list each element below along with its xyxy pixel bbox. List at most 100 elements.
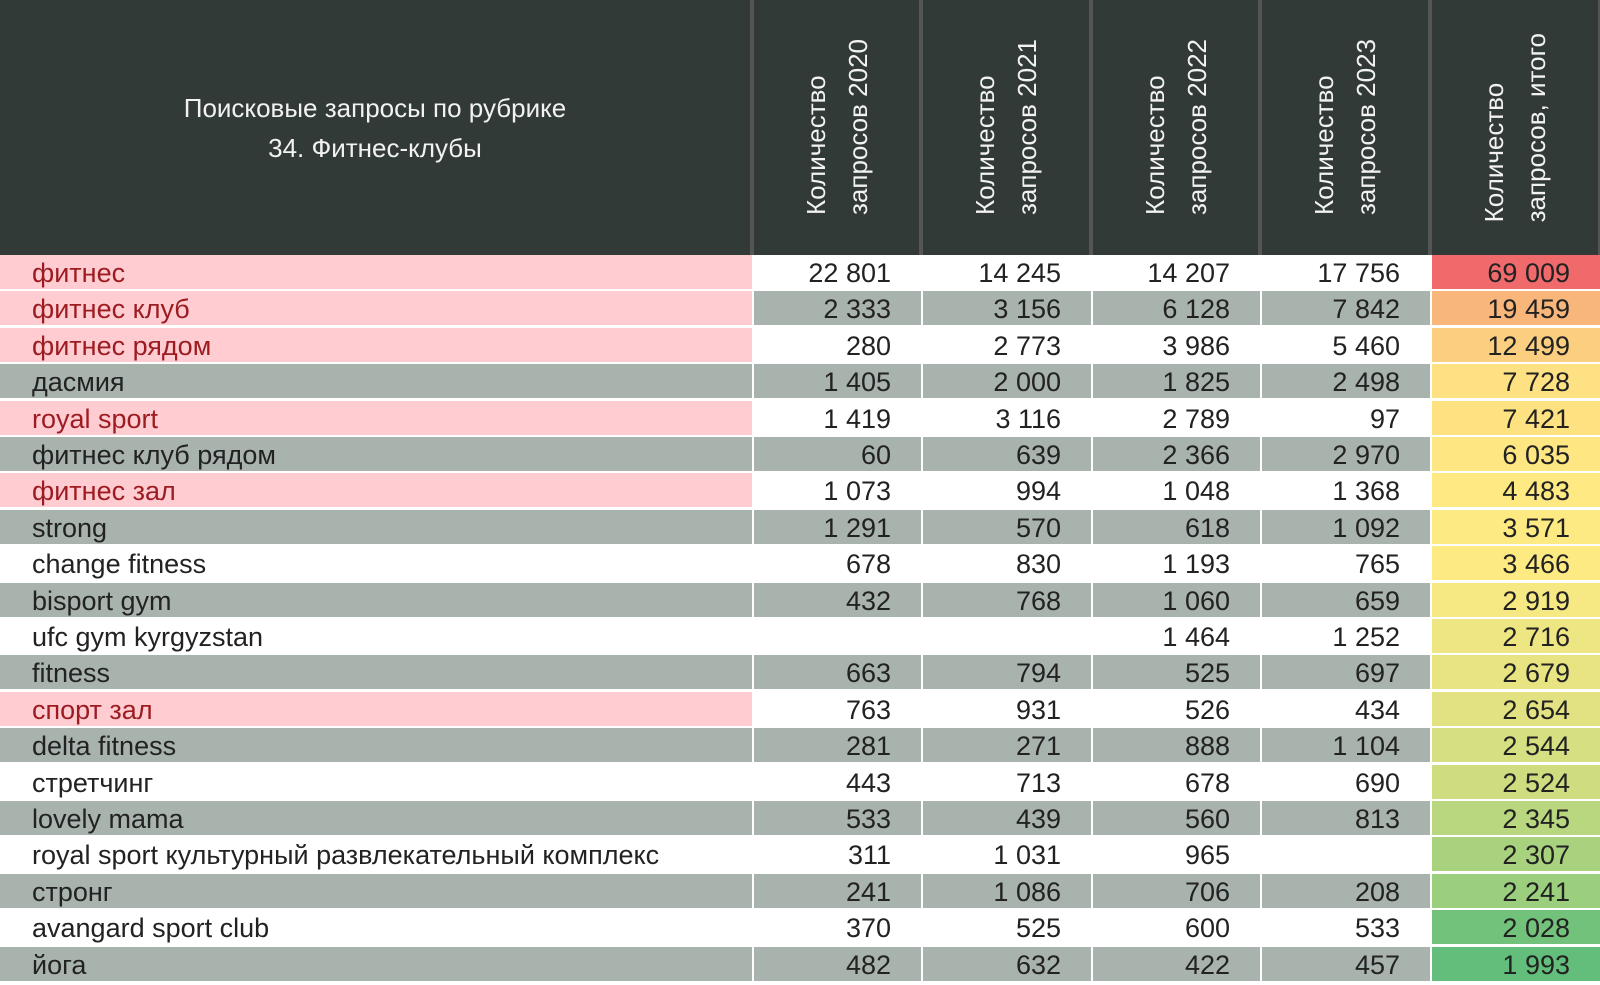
value-cell: 533 — [752, 801, 921, 835]
column-header-line: запросов 2023 — [1351, 39, 1381, 216]
value-cell: 1 291 — [752, 509, 921, 544]
value-cell: 1 031 — [921, 837, 1091, 872]
row-label: фитнес рядом — [0, 327, 752, 362]
table-row: royal sport 1 419 3 116 2 789 97 7 421 — [0, 400, 1600, 437]
value-cell: 1 419 — [752, 400, 921, 435]
value-cell: 1 252 — [1260, 619, 1430, 653]
value-cell: 1 092 — [1260, 509, 1430, 544]
header-title: Поисковые запросы по рубрике 34. Фитнес-… — [0, 0, 752, 255]
table-row: фитнес 22 801 14 245 14 207 17 756 69 009 — [0, 255, 1600, 291]
column-header: Количество запросов, итого — [1430, 0, 1600, 255]
row-label: фитнес клуб рядом — [0, 437, 752, 471]
column-header-line: запросов, итого — [1521, 32, 1551, 223]
value-cell: 965 — [1091, 837, 1260, 872]
column-header: Количество запросов 2020 — [752, 0, 921, 255]
value-cell: 1 086 — [921, 873, 1091, 908]
value-cell: 525 — [1091, 655, 1260, 690]
total-cell: 3 571 — [1430, 509, 1600, 544]
row-label: bisport gym — [0, 582, 752, 617]
row-label: фитнес клуб — [0, 291, 752, 326]
row-label: strong — [0, 509, 752, 544]
value-cell: 813 — [1260, 801, 1430, 835]
column-header-text: Количество запросов 2022 — [1134, 39, 1218, 215]
column-header: Количество запросов 2022 — [1091, 0, 1260, 255]
column-header: Количество запросов 2021 — [921, 0, 1091, 255]
value-cell — [752, 619, 921, 653]
table-row: фитнес рядом 280 2 773 3 986 5 460 12 499 — [0, 327, 1600, 364]
value-cell — [1260, 837, 1430, 872]
value-cell: 434 — [1260, 691, 1430, 726]
title-line: Поисковые запросы по рубрике — [183, 92, 567, 123]
total-cell: 2 241 — [1430, 873, 1600, 908]
value-cell: 533 — [1260, 910, 1430, 945]
total-cell: 7 728 — [1430, 364, 1600, 399]
total-cell: 2 654 — [1430, 691, 1600, 726]
total-cell: 2 679 — [1430, 655, 1600, 690]
value-cell: 706 — [1091, 873, 1260, 908]
value-cell: 1 405 — [752, 364, 921, 399]
row-label: фитнес зал — [0, 473, 752, 508]
value-cell: 560 — [1091, 801, 1260, 835]
value-cell: 994 — [921, 473, 1091, 508]
row-label: royal sport культурный развлекательный к… — [0, 837, 752, 872]
value-cell: 618 — [1091, 509, 1260, 544]
value-cell: 432 — [752, 582, 921, 617]
value-cell: 14 245 — [921, 255, 1091, 289]
value-cell — [921, 619, 1091, 653]
total-cell: 3 466 — [1430, 546, 1600, 581]
column-header-line: Количество — [970, 75, 1000, 216]
table-row: спорт зал 763 931 526 434 2 654 — [0, 691, 1600, 728]
row-label: royal sport — [0, 400, 752, 435]
value-cell: 208 — [1260, 873, 1430, 908]
value-cell: 281 — [752, 728, 921, 763]
value-cell: 765 — [1260, 546, 1430, 581]
value-cell: 241 — [752, 873, 921, 908]
value-cell: 2 000 — [921, 364, 1091, 399]
table-row: фитнес клуб 2 333 3 156 6 128 7 842 19 459 — [0, 291, 1600, 327]
total-cell: 12 499 — [1430, 327, 1600, 362]
value-cell: 1 073 — [752, 473, 921, 508]
table-row: bisport gym 432 768 1 060 659 2 919 — [0, 582, 1600, 619]
value-cell: 1 825 — [1091, 364, 1260, 399]
value-cell: 768 — [921, 582, 1091, 617]
total-cell: 2 544 — [1430, 728, 1600, 763]
value-cell: 2 333 — [752, 291, 921, 326]
row-label: дасмия — [0, 364, 752, 399]
value-cell: 482 — [752, 946, 921, 981]
total-cell: 6 035 — [1430, 437, 1600, 471]
value-cell: 311 — [752, 837, 921, 872]
table-row: йога 482 632 422 457 1 993 — [0, 946, 1600, 983]
value-cell: 14 207 — [1091, 255, 1260, 289]
row-label: delta fitness — [0, 728, 752, 763]
value-cell: 1 060 — [1091, 582, 1260, 617]
table-row: delta fitness 281 271 888 1 104 2 544 — [0, 728, 1600, 764]
value-cell: 271 — [921, 728, 1091, 763]
total-cell: 69 009 — [1430, 255, 1600, 289]
column-header-line: запросов 2020 — [842, 39, 873, 216]
row-label: fitness — [0, 655, 752, 690]
value-cell: 2 970 — [1260, 437, 1430, 471]
column-header-line: Количество — [1309, 75, 1339, 216]
value-cell: 422 — [1091, 946, 1260, 981]
table-row: фитнес зал 1 073 994 1 048 1 368 4 483 — [0, 473, 1600, 509]
total-cell: 2 345 — [1430, 801, 1600, 835]
total-cell: 19 459 — [1430, 291, 1600, 326]
value-cell: 713 — [921, 764, 1091, 799]
row-label: спорт зал — [0, 691, 752, 726]
total-cell: 1 993 — [1430, 946, 1600, 981]
row-label: стронг — [0, 873, 752, 908]
value-cell: 570 — [921, 509, 1091, 544]
total-cell: 2 524 — [1430, 764, 1600, 799]
row-label: йога — [0, 946, 752, 981]
value-cell: 525 — [921, 910, 1091, 945]
column-header-line: запросов 2021 — [1012, 39, 1042, 216]
value-cell: 663 — [752, 655, 921, 690]
value-cell: 600 — [1091, 910, 1260, 945]
column-header-line: Количество — [1479, 82, 1509, 223]
value-cell: 2 498 — [1260, 364, 1430, 399]
value-cell: 763 — [752, 691, 921, 726]
value-cell: 794 — [921, 655, 1091, 690]
value-cell: 697 — [1260, 655, 1430, 690]
value-cell: 439 — [921, 801, 1091, 835]
